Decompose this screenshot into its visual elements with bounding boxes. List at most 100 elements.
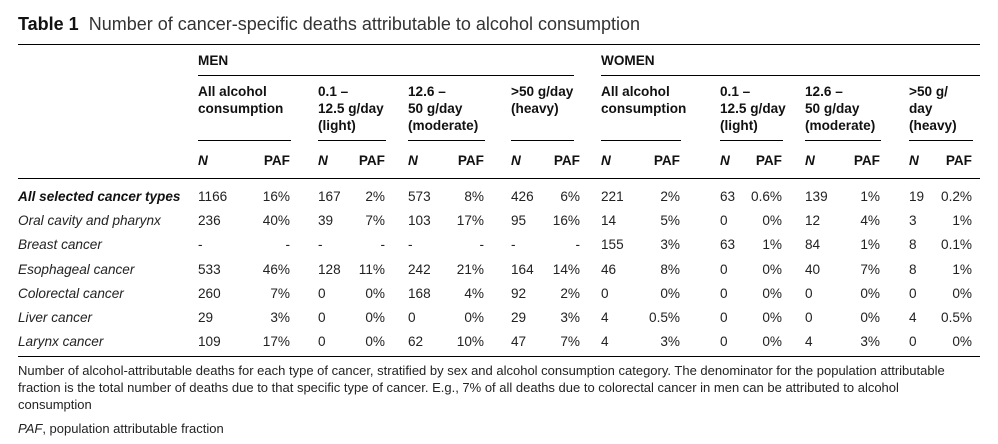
col-header-n: N	[511, 153, 521, 168]
cell-n: 0	[601, 286, 609, 301]
category-rule	[408, 140, 485, 141]
cell-paf: 3%	[660, 237, 680, 252]
cell-paf: 40%	[262, 213, 290, 228]
cell-n: 573	[408, 189, 431, 204]
cell-n: 0	[720, 286, 728, 301]
cell-n: 168	[408, 286, 431, 301]
cell-paf: 0%	[762, 262, 782, 277]
col-header-paf: PAF	[853, 153, 880, 168]
cell-paf: 3%	[860, 334, 880, 349]
col-header-paf: PAF	[653, 153, 680, 168]
cell-n: 1166	[198, 189, 228, 204]
cell-n: 12	[805, 213, 821, 228]
cell-paf: 7%	[365, 213, 385, 228]
row-label: Oral cavity and pharynx	[18, 213, 161, 228]
col-header-n: N	[408, 153, 418, 168]
cell-n: 0	[720, 262, 728, 277]
cell-paf: 1%	[860, 189, 880, 204]
cell-n: 39	[318, 213, 334, 228]
category-rule	[511, 140, 574, 141]
col-header-paf: PAF	[457, 153, 484, 168]
table-number: Table 1	[18, 14, 79, 34]
cell-paf: 0%	[660, 286, 680, 301]
cell-paf: 0%	[365, 334, 385, 349]
category-header: >50 g/day (heavy)	[511, 84, 574, 116]
row-label: Esophageal cancer	[18, 262, 135, 277]
footnote-line: Number of alcohol-attributable deaths fo…	[18, 363, 945, 378]
header-bottom-rule	[18, 178, 980, 179]
cell-paf: 3%	[660, 334, 680, 349]
category-rule	[720, 140, 783, 141]
cell-paf: 0%	[762, 334, 782, 349]
cell-paf: 3%	[270, 310, 290, 325]
col-header-n: N	[601, 153, 611, 168]
cell-n: 40	[805, 262, 821, 277]
category-header: All alcohol consumption	[198, 84, 284, 116]
category-header: 0.1 –12.5 g/day (light)	[720, 84, 786, 133]
cell-paf: 0%	[762, 286, 782, 301]
cell-paf: -	[285, 237, 290, 252]
cell-n: 0	[909, 334, 917, 349]
col-header-n: N	[318, 153, 328, 168]
col-header-n: N	[909, 153, 919, 168]
category-header: All alcohol consumption	[601, 84, 687, 116]
cell-n: 0	[909, 286, 917, 301]
table-title: Table 1 Number of cancer-specific deaths…	[18, 14, 640, 35]
cell-n: -	[511, 237, 516, 252]
cell-n: 0	[720, 213, 728, 228]
cell-paf: 0%	[365, 310, 385, 325]
cell-n: 92	[511, 286, 527, 301]
cell-paf: 0.6%	[751, 189, 782, 204]
table-caption: Number of cancer-specific deaths attribu…	[88, 14, 641, 34]
cell-paf: -	[479, 237, 484, 252]
cell-n: 84	[805, 237, 821, 252]
abbrev-definition: , population attributable fraction	[42, 421, 224, 436]
cell-paf: 17%	[262, 334, 290, 349]
cell-paf: 1%	[952, 262, 972, 277]
cell-paf: -	[380, 237, 385, 252]
cell-n: 221	[601, 189, 624, 204]
men-group-rule	[198, 75, 574, 76]
cell-n: 62	[408, 334, 424, 349]
cell-paf: 0%	[762, 213, 782, 228]
cell-paf: 21%	[456, 262, 484, 277]
cell-n: 4	[601, 310, 609, 325]
cell-paf: 0%	[762, 310, 782, 325]
cell-n: 0	[318, 334, 326, 349]
abbreviation-note: PAF, population attributable fraction	[18, 420, 224, 437]
cell-n: 3	[909, 213, 917, 228]
cell-n: 167	[318, 189, 341, 204]
cell-paf: 0%	[365, 286, 385, 301]
cell-n: 103	[408, 213, 431, 228]
cell-paf: 2%	[560, 286, 580, 301]
cell-paf: 1%	[952, 213, 972, 228]
cell-paf: 4%	[464, 286, 484, 301]
cell-paf: 5%	[660, 213, 680, 228]
cell-n: 533	[198, 262, 221, 277]
cell-n: 0	[318, 286, 326, 301]
category-header: 12.6 –50 g/day (moderate)	[805, 84, 876, 133]
cell-paf: 16%	[552, 213, 580, 228]
cell-n: 0	[805, 286, 813, 301]
cell-n: 155	[601, 237, 624, 252]
cell-paf: 0.2%	[941, 189, 972, 204]
cell-n: 128	[318, 262, 341, 277]
cell-n: 0	[318, 310, 326, 325]
footnote-line: consumption	[18, 397, 92, 412]
cell-n: 109	[198, 334, 221, 349]
category-rule	[318, 140, 386, 141]
cell-n: 29	[511, 310, 527, 325]
cell-n: 4	[805, 334, 813, 349]
cell-paf: 14%	[552, 262, 580, 277]
top-rule	[18, 44, 980, 45]
cell-n: 8	[909, 237, 917, 252]
cell-n: -	[318, 237, 323, 252]
cell-paf: 2%	[365, 189, 385, 204]
category-header: >50 g/day (heavy)	[909, 84, 957, 133]
cell-n: 236	[198, 213, 221, 228]
category-rule	[198, 140, 291, 141]
row-label: Breast cancer	[18, 237, 102, 252]
row-label: All selected cancer types	[18, 189, 181, 204]
col-header-n: N	[805, 153, 815, 168]
cell-paf: 0%	[952, 334, 972, 349]
